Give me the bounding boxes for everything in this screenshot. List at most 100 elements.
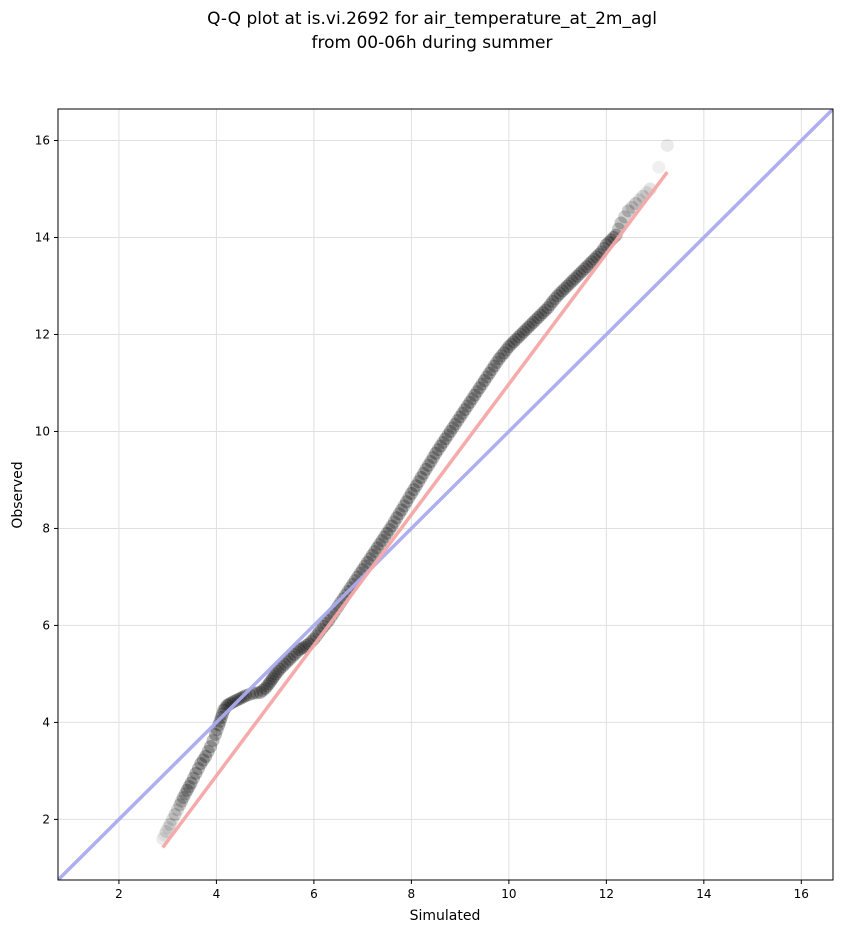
quantile-point bbox=[553, 286, 567, 300]
quantile-point bbox=[400, 495, 414, 509]
quantile-point bbox=[512, 330, 526, 344]
quantile-point bbox=[370, 541, 384, 555]
quantile-point bbox=[283, 652, 297, 666]
x-axis-ticks: 2 4 6 8 10 12 14 16 bbox=[115, 880, 809, 901]
quantile-point bbox=[629, 197, 643, 211]
fit-line bbox=[161, 170, 669, 849]
y-tick-label: 8 bbox=[42, 521, 50, 535]
quantile-point bbox=[563, 277, 577, 291]
quantile-point bbox=[397, 499, 411, 513]
quantile-point bbox=[402, 491, 416, 505]
chart-title-line1: Q-Q plot at is.vi.2692 for air_temperatu… bbox=[207, 9, 657, 29]
quantile-point bbox=[534, 308, 548, 322]
quantile-point bbox=[168, 808, 182, 822]
y-axis-ticks: 2 4 6 8 10 12 14 16 bbox=[35, 134, 58, 826]
y-tick-label: 16 bbox=[35, 134, 50, 148]
quantile-point bbox=[194, 757, 208, 771]
quantile-point bbox=[446, 421, 460, 435]
x-tick-label: 14 bbox=[696, 887, 711, 901]
quantile-point bbox=[621, 204, 635, 218]
x-tick-label: 16 bbox=[794, 887, 809, 901]
quantile-point bbox=[292, 643, 306, 657]
quantile-point bbox=[373, 537, 387, 551]
x-tick-label: 8 bbox=[408, 887, 416, 901]
quantile-point bbox=[265, 672, 279, 686]
quantile-point bbox=[436, 435, 450, 449]
quantile-point bbox=[499, 343, 513, 357]
quantile-point bbox=[558, 281, 572, 295]
quantile-point bbox=[475, 377, 489, 391]
quantile-point bbox=[184, 776, 198, 790]
y-tick-label: 4 bbox=[42, 715, 50, 729]
quantile-point bbox=[390, 511, 404, 525]
quantile-point bbox=[473, 381, 487, 395]
quantile-point bbox=[575, 264, 589, 278]
quantile-point bbox=[538, 303, 552, 317]
y-tick-label: 6 bbox=[42, 618, 50, 632]
quantile-point bbox=[295, 641, 309, 655]
quantile-point bbox=[424, 455, 438, 469]
quantile-point bbox=[541, 301, 555, 315]
quantile-point bbox=[392, 507, 406, 521]
quantile-point bbox=[189, 766, 203, 780]
quantile-point bbox=[368, 544, 382, 558]
quantile-point bbox=[516, 325, 530, 339]
quantile-point bbox=[555, 284, 569, 298]
quantile-point bbox=[180, 783, 194, 797]
quantile-point bbox=[161, 821, 175, 835]
quantile-point bbox=[264, 674, 278, 688]
quantile-point bbox=[363, 552, 377, 566]
plot-area-frame bbox=[57, 108, 834, 881]
quantile-point bbox=[487, 359, 501, 373]
x-tick-label: 6 bbox=[310, 887, 318, 901]
grid-lines bbox=[58, 109, 833, 880]
quantile-point bbox=[380, 526, 394, 540]
quantile-point bbox=[468, 388, 482, 402]
x-tick-label: 2 bbox=[115, 887, 123, 901]
quantile-point bbox=[414, 471, 428, 485]
quantile-point bbox=[543, 298, 557, 312]
quantile-point bbox=[182, 780, 196, 794]
quantile-point bbox=[551, 289, 565, 303]
quantile-point bbox=[258, 681, 272, 695]
quantile-point bbox=[521, 320, 535, 334]
quantile-point bbox=[470, 384, 484, 398]
quantile-point bbox=[509, 332, 523, 346]
quantile-point bbox=[253, 685, 267, 699]
quantile-point bbox=[173, 798, 187, 812]
quantile-point bbox=[485, 363, 499, 377]
quantile-point bbox=[287, 648, 301, 662]
quantile-point bbox=[463, 395, 477, 409]
quantile-point bbox=[208, 728, 222, 742]
quantile-point bbox=[614, 216, 628, 230]
quantile-point bbox=[453, 410, 467, 424]
quantile-point bbox=[375, 534, 389, 548]
quantile-point bbox=[507, 335, 521, 349]
quantile-point bbox=[250, 686, 264, 700]
quantile-point bbox=[577, 262, 591, 276]
quantile-point bbox=[280, 655, 294, 669]
y-axis-label: Observed bbox=[10, 461, 26, 528]
quantile-point bbox=[448, 417, 462, 431]
quantile-point bbox=[573, 267, 587, 281]
quantile-point bbox=[439, 432, 452, 446]
quantile-point bbox=[660, 138, 674, 152]
quantile-point bbox=[404, 487, 418, 501]
identity-line bbox=[58, 109, 833, 880]
quantile-point bbox=[580, 260, 594, 274]
quantile-point bbox=[546, 295, 560, 309]
quantile-point bbox=[426, 450, 440, 464]
y-tick-label: 14 bbox=[35, 231, 50, 245]
quantile-point bbox=[385, 519, 399, 533]
quantile-point bbox=[387, 515, 401, 529]
quantile-point bbox=[514, 327, 528, 341]
quantile-point bbox=[175, 794, 189, 808]
quantile-point bbox=[159, 825, 173, 839]
quantile-point bbox=[565, 274, 579, 288]
quantile-point bbox=[560, 279, 574, 293]
quantile-point bbox=[536, 306, 550, 320]
quantile-point bbox=[490, 355, 504, 369]
y-tick-label: 2 bbox=[42, 812, 50, 826]
